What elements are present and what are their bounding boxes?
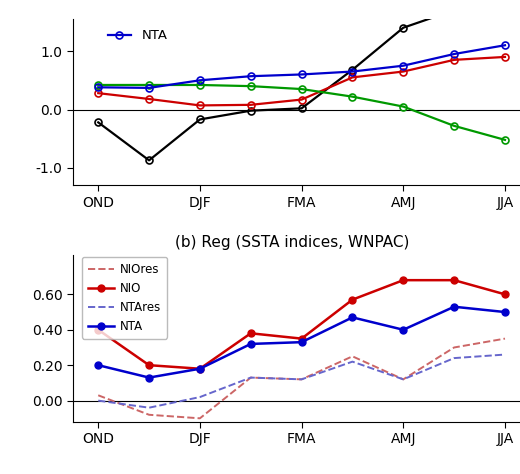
NIOres	[197, 416, 203, 421]
Title: (b) Reg (SSTA indices, WNPAC): (b) Reg (SSTA indices, WNPAC)	[175, 235, 410, 250]
NIO	[298, 336, 305, 341]
NTA	[248, 341, 254, 347]
NTAres	[248, 375, 254, 381]
NIOres	[298, 376, 305, 382]
NTAres	[502, 352, 508, 357]
NIOres	[502, 336, 508, 341]
NTAres	[298, 376, 305, 382]
NIO	[95, 327, 101, 333]
NIOres	[248, 375, 254, 381]
NTA	[400, 327, 407, 333]
NTAres	[451, 355, 457, 361]
NIO	[248, 330, 254, 336]
NTA	[95, 362, 101, 368]
NIO	[146, 362, 152, 368]
Legend: NTA: NTA	[102, 24, 173, 47]
Line: NTAres: NTAres	[98, 355, 505, 408]
NTA	[197, 366, 203, 372]
NIOres	[146, 412, 152, 418]
Line: NIO: NIO	[95, 277, 509, 372]
NTAres	[400, 376, 407, 382]
Line: NTA: NTA	[95, 303, 509, 381]
NIO	[451, 277, 457, 283]
NIOres	[451, 345, 457, 350]
NIO	[502, 292, 508, 297]
Line: NIOres: NIOres	[98, 338, 505, 419]
NIO	[400, 277, 407, 283]
NIO	[349, 297, 356, 302]
NTA	[298, 339, 305, 345]
NTAres	[197, 394, 203, 400]
NTA	[451, 304, 457, 310]
NIOres	[95, 392, 101, 398]
NIO	[197, 366, 203, 372]
NTA	[349, 315, 356, 320]
NTA	[502, 309, 508, 315]
NIOres	[400, 376, 407, 382]
NTAres	[146, 405, 152, 410]
NTA	[146, 375, 152, 381]
Legend: NIOres, NIO, NTAres, NTA: NIOres, NIO, NTAres, NTA	[82, 257, 167, 338]
NIOres	[349, 354, 356, 359]
NTAres	[349, 359, 356, 365]
NTAres	[95, 398, 101, 403]
